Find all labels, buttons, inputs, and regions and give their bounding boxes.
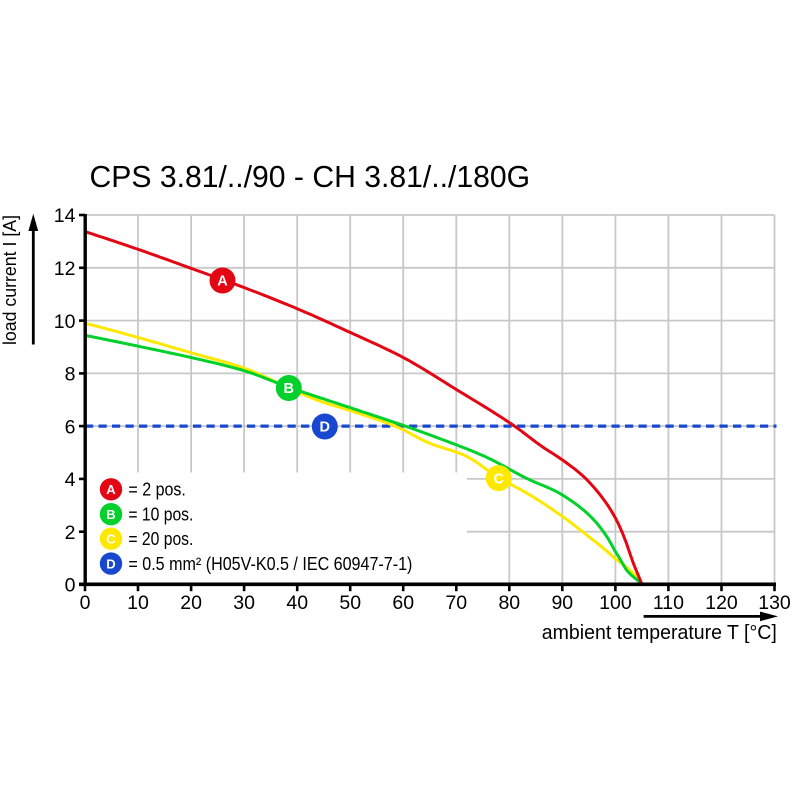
svg-text:C: C [493,471,504,487]
svg-text:10: 10 [127,592,149,614]
svg-text:0: 0 [65,575,76,597]
svg-text:CPS 3.81/../90 - CH 3.81/../18: CPS 3.81/../90 - CH 3.81/../180G [90,161,531,194]
svg-text:8: 8 [65,364,76,386]
svg-text:2: 2 [65,522,76,544]
svg-text:10: 10 [54,311,76,333]
svg-text:14: 14 [54,205,76,227]
svg-text:90: 90 [551,592,573,614]
svg-text:100: 100 [599,592,632,614]
svg-text:12: 12 [54,258,76,280]
svg-text:4: 4 [65,469,76,491]
svg-text:0: 0 [80,592,91,614]
svg-text:20: 20 [180,592,202,614]
svg-text:= 0.5 mm² (H05V-K0.5 / IEC 609: = 0.5 mm² (H05V-K0.5 / IEC 60947-7-1) [128,554,412,574]
svg-text:D: D [106,556,115,571]
svg-text:B: B [284,381,294,397]
svg-text:D: D [320,420,330,436]
svg-text:70: 70 [445,592,467,614]
svg-text:30: 30 [233,592,255,614]
svg-text:80: 80 [498,592,520,614]
svg-text:B: B [106,507,115,522]
svg-text:load current I [A]: load current I [A] [0,215,20,345]
svg-text:= 10 pos.: = 10 pos. [128,505,193,525]
svg-text:= 20 pos.: = 20 pos. [128,529,193,549]
svg-text:120: 120 [705,592,738,614]
svg-text:A: A [217,274,228,290]
svg-text:A: A [106,482,116,497]
svg-text:ambient temperature T [°C]: ambient temperature T [°C] [542,622,777,644]
svg-text:6: 6 [65,416,76,438]
svg-text:= 2 pos.: = 2 pos. [128,480,186,500]
svg-text:130: 130 [758,592,791,614]
svg-text:110: 110 [653,592,684,614]
svg-text:50: 50 [339,592,361,614]
svg-text:40: 40 [286,592,308,614]
svg-text:60: 60 [392,592,414,614]
svg-text:C: C [106,531,116,546]
